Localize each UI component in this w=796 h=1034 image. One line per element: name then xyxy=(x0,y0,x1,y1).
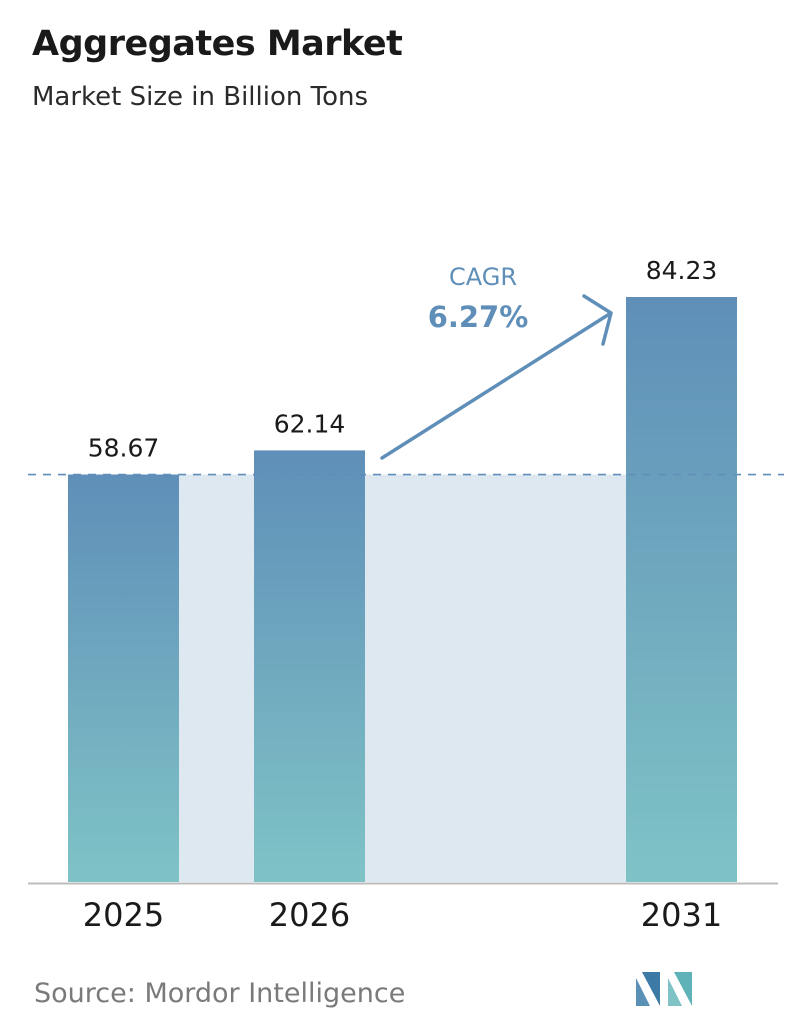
x-tick-label-2031: 2031 xyxy=(641,896,722,934)
chart-subtitle: Market Size in Billion Tons xyxy=(32,82,369,112)
source-label: Source: xyxy=(34,978,136,1009)
x-tick-label-2025: 2025 xyxy=(83,896,164,934)
source-text: Source: Mordor Intelligence xyxy=(34,978,405,1009)
cagr-arrow-icon xyxy=(380,294,613,460)
bar-2031 xyxy=(626,297,737,882)
data-label-2025: 58.67 xyxy=(88,434,160,463)
x-tick-label-2026: 2026 xyxy=(269,896,350,934)
source-name: Mordor Intelligence xyxy=(144,978,406,1009)
mordor-intelligence-logo-icon xyxy=(636,972,692,1006)
cagr-value: 6.27% xyxy=(428,300,529,334)
data-label-2031: 84.23 xyxy=(646,256,718,285)
bar-2025 xyxy=(68,474,179,882)
chart-title: Aggregates Market xyxy=(32,24,403,64)
cagr-annotation: CAGR 6.27% xyxy=(380,263,613,460)
bar-2026 xyxy=(254,450,365,882)
reference-band xyxy=(68,474,737,882)
cagr-label: CAGR xyxy=(449,263,517,291)
data-label-2026: 62.14 xyxy=(274,409,346,438)
